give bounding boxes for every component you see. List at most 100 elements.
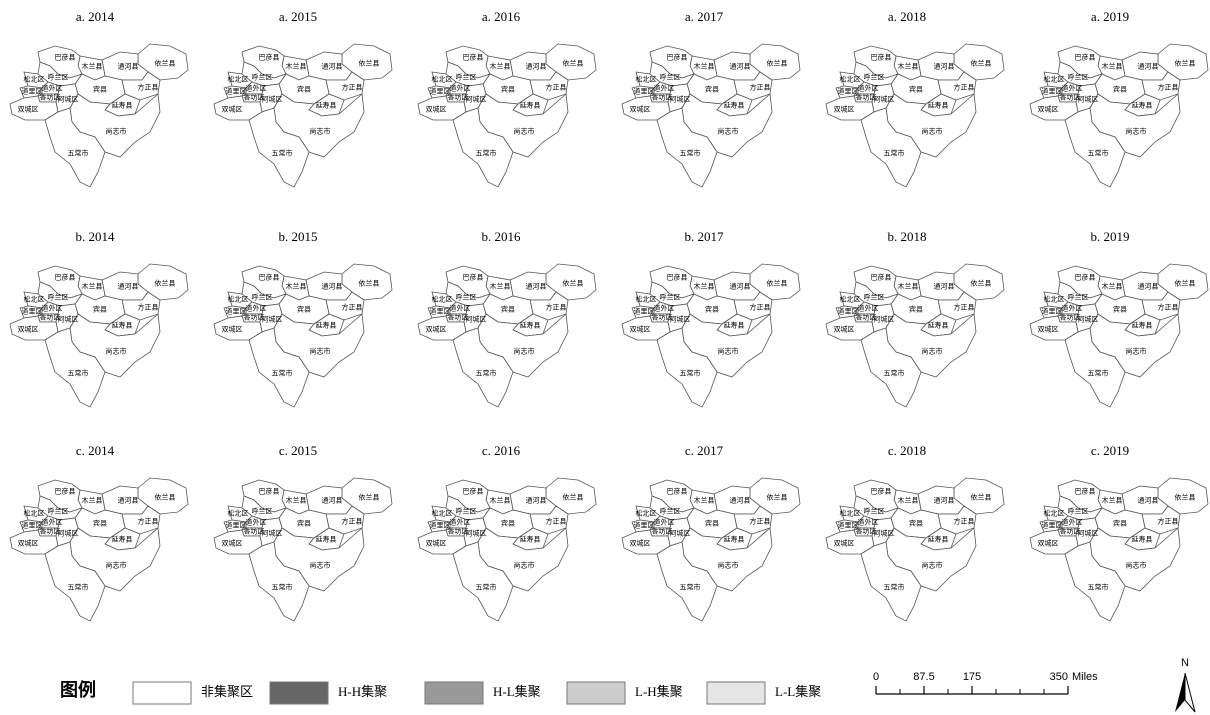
district-label: 通河县 [322,62,343,71]
map-panel: 依兰县通河县木兰县巴彦县方正县宾县呼兰区松北区道里区道外区香坊区阿城区延寿县双城… [622,44,800,187]
map-panel: 依兰县通河县木兰县巴彦县方正县宾县呼兰区松北区道里区道外区香坊区阿城区延寿县双城… [1030,264,1208,407]
district-label: 木兰县 [286,62,307,71]
district-label: 尚志市 [310,347,331,356]
district-label: 尚志市 [514,561,535,570]
district-label: 道外区 [858,304,879,313]
district-label: 宾县 [93,85,107,94]
legend-title: 图例 [60,679,96,700]
district-label: 呼兰区 [864,507,885,516]
map-panel: 依兰县通河县木兰县巴彦县方正县宾县呼兰区松北区道里区道外区香坊区阿城区延寿县双城… [1030,44,1208,187]
panel-title: b. 2016 [482,229,522,244]
district-label: 五常市 [272,149,293,158]
district-label: 尚志市 [106,347,127,356]
legend-label: H-H集聚 [338,684,387,699]
district-label: 通河县 [118,496,139,505]
legend-label: L-H集聚 [635,684,683,699]
district-label: 五常市 [680,369,701,378]
legend-swatch [567,682,625,704]
district-label: 尚志市 [922,127,943,136]
panel-title: a. 2019 [1091,9,1129,24]
district-label: 通河县 [118,62,139,71]
district-label: 松北区 [432,75,453,84]
district-label: 巴彦县 [1075,53,1096,62]
district-label: 松北区 [432,509,453,518]
map-panel: 依兰县通河县木兰县巴彦县方正县宾县呼兰区松北区道里区道外区香坊区阿城区延寿县双城… [1030,478,1208,621]
district-label: 双城区 [222,540,243,548]
legend-label: L-L集聚 [775,684,821,699]
district-label: 五常市 [476,369,497,378]
district-label: 尚志市 [1126,347,1147,356]
district-label: 尚志市 [1126,561,1147,570]
district-label: 巴彦县 [667,487,688,496]
district-label: 巴彦县 [463,273,484,282]
map-panel: 依兰县通河县木兰县巴彦县方正县宾县呼兰区松北区道里区道外区香坊区阿城区延寿县双城… [10,478,188,621]
map-panel: 依兰县通河县木兰县巴彦县方正县宾县呼兰区松北区道里区道外区香坊区阿城区延寿县双城… [10,264,188,407]
district-label: 方正县 [1158,83,1179,92]
district-label: 通河县 [1138,282,1159,291]
district-label: 道外区 [654,84,675,93]
district-label: 阿城区 [466,315,487,324]
scale-bar-unit: Miles [1072,671,1098,683]
district-label: 宾县 [501,519,515,528]
district-label: 依兰县 [971,279,992,288]
district-label: 尚志市 [922,561,943,570]
panel-title: c. 2017 [685,443,724,458]
district-label: 延寿县 [928,101,949,110]
district-label: 呼兰区 [660,293,681,302]
district-label: 通河县 [934,62,955,71]
district-label: 方正县 [954,517,975,526]
district-label: 巴彦县 [55,487,76,496]
district-label: 巴彦县 [1075,273,1096,282]
district-label: 五常市 [68,369,89,378]
district-label: 五常市 [68,583,89,592]
district-label: 双城区 [426,540,447,548]
district-label: 方正县 [342,517,363,526]
district-label: 呼兰区 [1068,507,1089,516]
district-label: 巴彦县 [259,273,280,282]
district-label: 双城区 [222,106,243,114]
district-label: 双城区 [834,326,855,334]
district-label: 呼兰区 [1068,73,1089,82]
district-label: 延寿县 [928,535,949,544]
district-label: 松北区 [840,75,861,84]
district-label: 道外区 [654,304,675,313]
panel-title: b. 2015 [279,229,318,244]
district-label: 宾县 [501,305,515,314]
district-label: 五常市 [884,149,905,158]
district-label: 木兰县 [1102,62,1123,71]
panel-title: a. 2018 [888,9,926,24]
district-label: 阿城区 [58,95,79,104]
district-label: 宾县 [297,305,311,314]
district-label: 宾县 [705,305,719,314]
district-label: 尚志市 [310,127,331,136]
district-label: 依兰县 [767,279,788,288]
district-label: 宾县 [705,519,719,528]
district-label: 延寿县 [1132,101,1153,110]
district-label: 松北区 [24,75,45,84]
district-label: 方正县 [138,517,159,526]
district-label: 五常市 [1088,369,1109,378]
legend-label: 非集聚区 [201,684,253,699]
district-label: 道外区 [246,518,267,527]
district-label: 双城区 [834,540,855,548]
district-label: 方正县 [342,303,363,312]
map-panel: 依兰县通河县木兰县巴彦县方正县宾县呼兰区松北区道里区道外区香坊区阿城区延寿县双城… [418,478,596,621]
district-label: 延寿县 [520,101,541,110]
district-label: 依兰县 [971,59,992,68]
district-label: 松北区 [1044,75,1065,84]
district-label: 五常市 [272,583,293,592]
panel-title: b. 2019 [1091,229,1130,244]
district-label: 道外区 [42,304,63,313]
district-label: 阿城区 [1078,529,1099,538]
district-label: 宾县 [297,85,311,94]
district-label: 方正县 [138,303,159,312]
district-label: 阿城区 [262,315,283,324]
district-label: 巴彦县 [667,53,688,62]
scale-bar-label: 87.5 [913,671,934,683]
district-label: 木兰县 [694,282,715,291]
district-label: 呼兰区 [48,73,69,82]
map-panel: 依兰县通河县木兰县巴彦县方正县宾县呼兰区松北区道里区道外区香坊区阿城区延寿县双城… [826,44,1004,187]
district-label: 阿城区 [874,315,895,324]
district-label: 宾县 [1113,85,1127,94]
district-label: 巴彦县 [667,273,688,282]
